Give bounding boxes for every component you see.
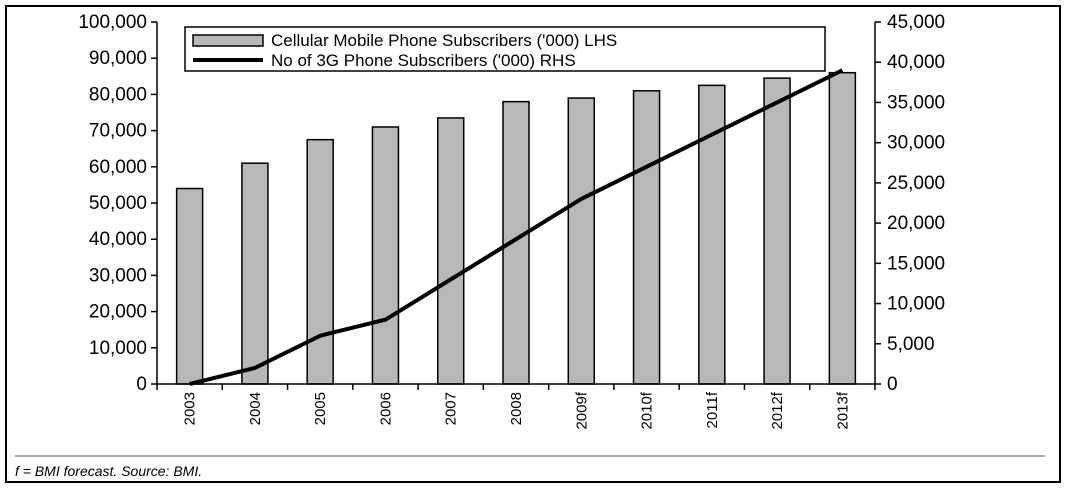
left-tick-label: 20,000 [89,302,147,323]
right-tick-label: 45,000 [887,12,945,33]
right-tick-label: 20,000 [887,213,945,234]
right-tick-label: 40,000 [887,52,945,73]
left-tick-label: 0 [136,374,147,395]
left-tick-label: 10,000 [89,338,147,359]
x-tick-label: 2008 [508,392,525,425]
bar-2010f [632,90,661,385]
footnote: f = BMI forecast. Source: BMI. [15,463,203,479]
x-tick-label: 2005 [312,392,329,425]
x-tick-label: 2011f [704,391,721,428]
left-tick-label: 70,000 [89,121,147,142]
bar-2005 [306,138,334,385]
combo-chart: 0 10,000 20,000 30,000 40,000 50,000 60,000 70,… [78,12,945,430]
bar-2003 [175,187,204,385]
left-tick-label: 40,000 [89,229,147,250]
right-tick-label: 15,000 [887,253,945,274]
right-tick-label: 25,000 [887,173,945,194]
x-tick-label: 2013f [834,391,851,429]
legend-box [184,26,826,72]
right-tick-label: 10,000 [887,294,945,315]
legend-label-line: No of 3G Phone Subscribers ('000) RHS [271,51,576,70]
bar-2009f [567,97,596,385]
bar-2007 [436,117,465,385]
x-tick-label: 2004 [247,392,264,425]
legend-bar-swatch [192,34,264,47]
left-tick-label: 100,000 [78,12,147,33]
bar-2013f [828,71,857,385]
left-tick-label: 30,000 [89,265,147,286]
right-tick-label: 35,000 [887,92,945,113]
x-tick-label: 2006 [377,392,394,425]
right-tick-label: 30,000 [887,133,945,154]
right-tick-label: 5,000 [887,334,935,355]
left-tick-label: 80,000 [89,84,147,105]
bar-2004 [241,162,269,385]
footnote-divider [15,455,1045,457]
x-tick-label: 2010f [639,391,656,429]
x-tick-label: 2003 [182,392,199,425]
bar-2012f [763,77,791,385]
bar-2006 [371,126,400,385]
chart-frame: 0 10,000 20,000 30,000 40,000 50,000 60,000 70,… [5,5,1061,483]
right-tick-label: 0 [887,374,898,395]
left-tick-label: 60,000 [89,157,147,178]
legend-label-bars: Cellular Mobile Phone Subscribers ('000)… [271,31,617,50]
x-tick-label: 2012f [769,391,786,429]
x-tick-label: 2009f [573,391,590,429]
left-tick-label: 90,000 [89,48,147,69]
line-3g-subscribers [189,68,844,386]
x-tick-label: 2007 [443,392,460,425]
left-tick-label: 50,000 [89,193,147,214]
